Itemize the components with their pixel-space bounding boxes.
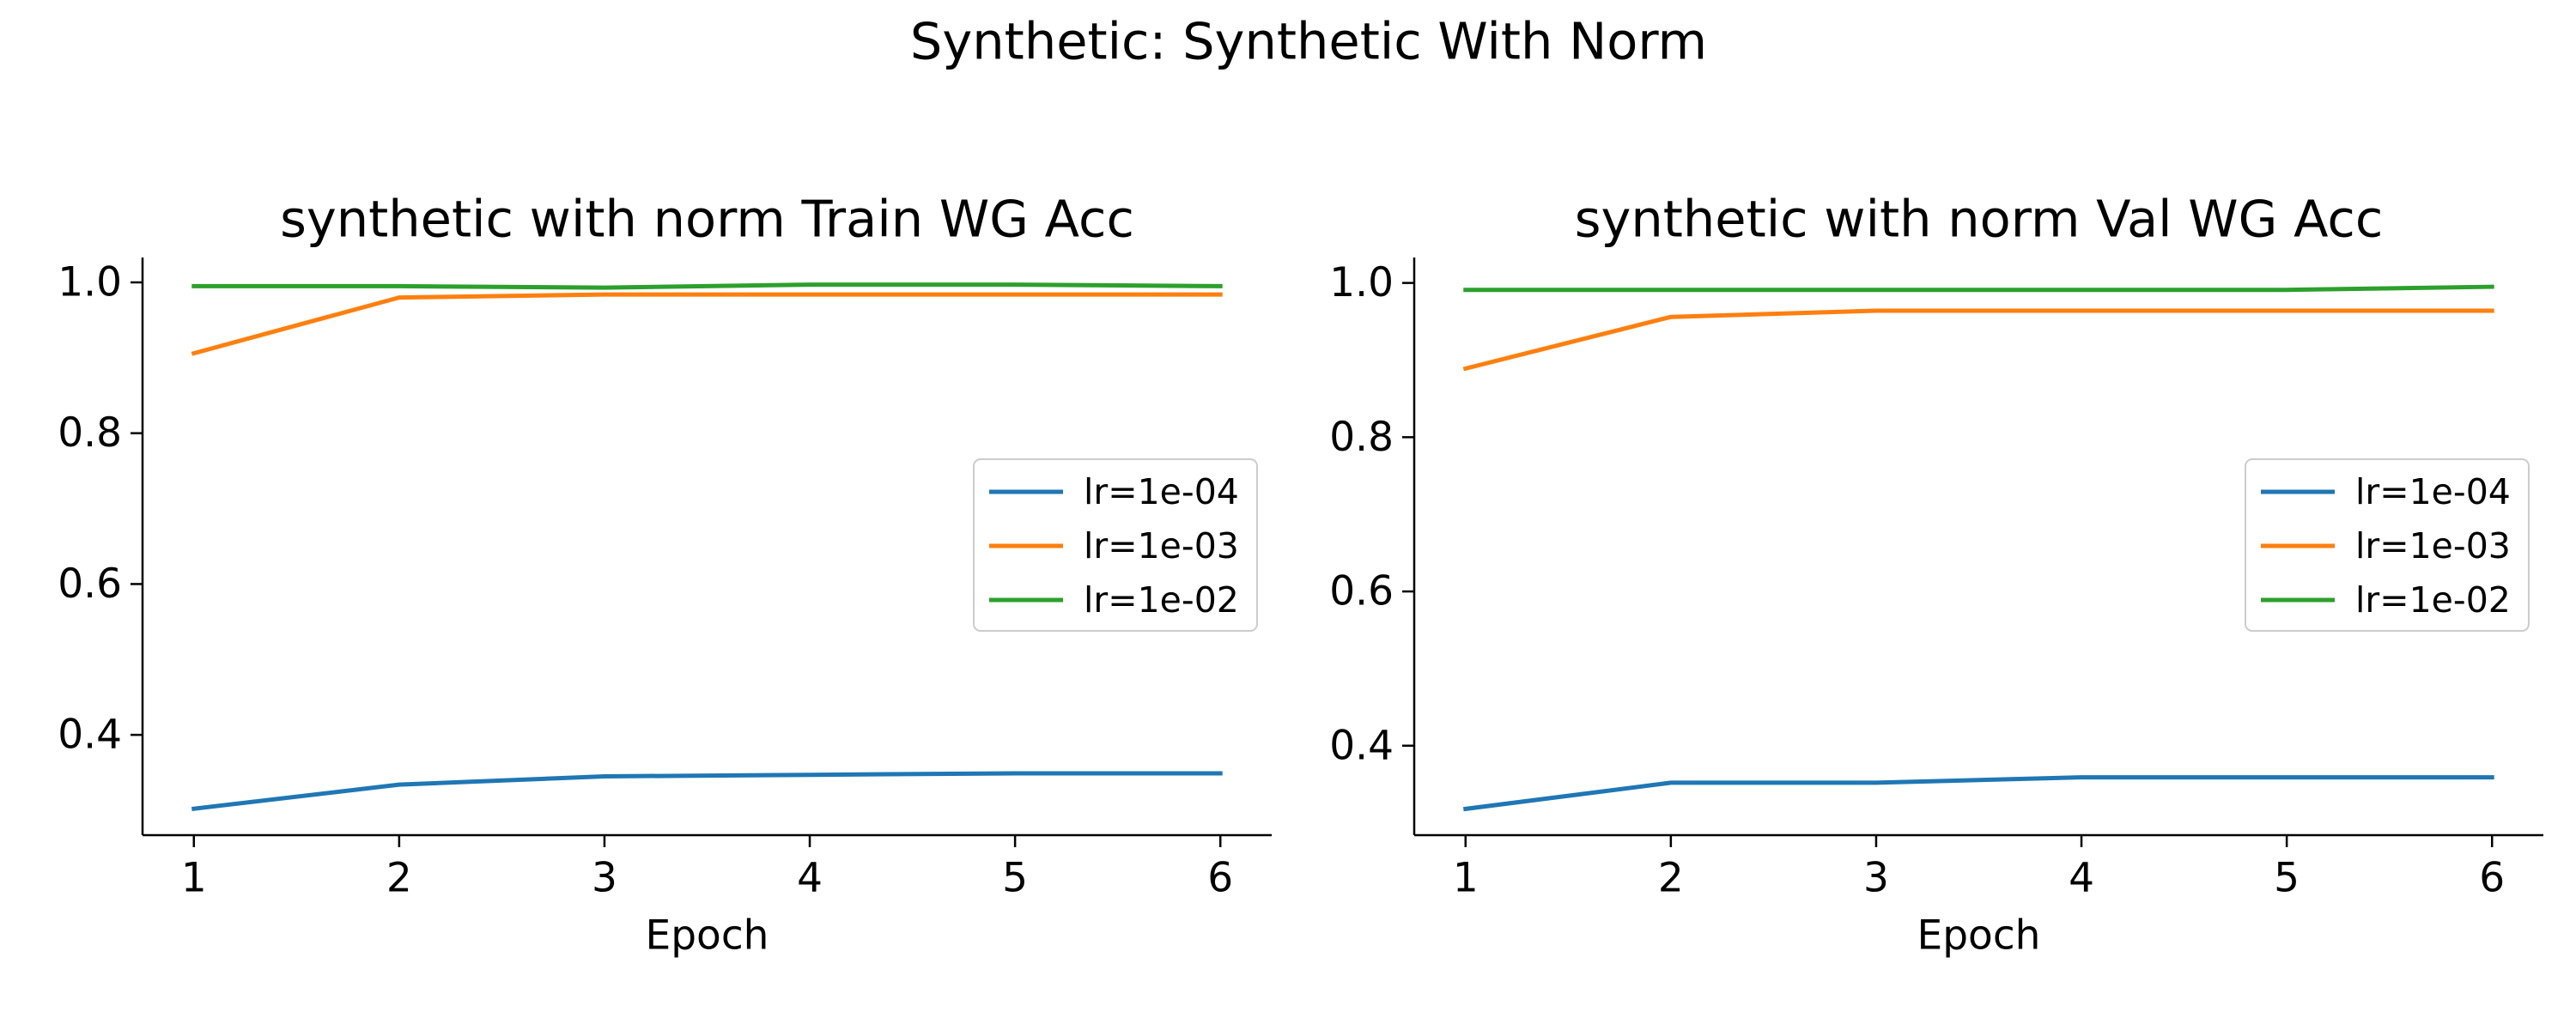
- x-tick-label: 4: [797, 855, 823, 902]
- legend-label: lr=1e-03: [1084, 525, 1239, 566]
- x-axis-label: Epoch: [646, 912, 769, 960]
- y-tick-label: 0.8: [58, 409, 122, 457]
- x-tick-label: 1: [181, 855, 207, 902]
- legend-box: [973, 458, 1258, 632]
- chart-panel-train: synthetic with norm Train WG Acc 1 2 3 4 5 6 0.…: [58, 190, 1272, 960]
- figure-title: Synthetic: Synthetic With Norm: [910, 12, 1707, 71]
- y-tick-label: 1.0: [58, 258, 122, 306]
- x-axis-label: Epoch: [1917, 912, 2041, 960]
- x-tick-label: 5: [1002, 855, 1028, 902]
- x-tick-label: 6: [1207, 855, 1233, 902]
- y-tick-label: 0.4: [58, 712, 122, 759]
- y-tick-label: 0.6: [1329, 568, 1394, 615]
- chart-panels: synthetic with norm Train WG Acc 1 2 3 4 5 6 0.…: [58, 190, 2543, 960]
- series-line-lr-1e-02: [191, 282, 1223, 290]
- legend-label: lr=1e-03: [2355, 525, 2511, 566]
- x-tick-label: 3: [1863, 855, 1889, 902]
- legend: lr=1e-04 lr=1e-03 lr=1e-02: [973, 458, 1258, 632]
- x-tick-label: 2: [386, 855, 412, 902]
- x-tick-label: 6: [2479, 855, 2505, 902]
- legend: lr=1e-04 lr=1e-03 lr=1e-02: [2245, 458, 2530, 632]
- x-tick-label: 1: [1453, 855, 1479, 902]
- y-tick-label: 1.0: [1329, 259, 1394, 306]
- legend-box: [2245, 458, 2530, 632]
- y-tick-label: 0.4: [1329, 722, 1394, 769]
- legend-label: lr=1e-04: [1084, 471, 1239, 512]
- x-tick-label: 4: [2069, 855, 2094, 902]
- chart-title: synthetic with norm Train WG Acc: [280, 190, 1134, 249]
- series-line-lr-1e-04: [191, 771, 1223, 811]
- x-tick-label: 3: [592, 855, 617, 902]
- legend-label: lr=1e-02: [2355, 579, 2511, 621]
- legend-label: lr=1e-02: [1084, 579, 1239, 621]
- series-line-lr-1e-04: [1463, 775, 2494, 812]
- x-tick-label: 2: [1658, 855, 1684, 902]
- y-tick-label: 0.8: [1329, 414, 1394, 461]
- chart-panel-val: synthetic with norm Val WG Acc 1 2 3 4 5 6 0.4 0…: [1329, 190, 2543, 960]
- y-tick-label: 0.6: [58, 560, 122, 608]
- series-line-lr-1e-03: [191, 292, 1223, 356]
- series-line-lr-1e-03: [1462, 308, 2494, 372]
- legend-label: lr=1e-04: [2355, 471, 2511, 512]
- x-tick-label: 5: [2274, 855, 2300, 902]
- chart-title: synthetic with norm Val WG Acc: [1575, 190, 2384, 249]
- series-line-lr-1e-02: [1463, 284, 2494, 293]
